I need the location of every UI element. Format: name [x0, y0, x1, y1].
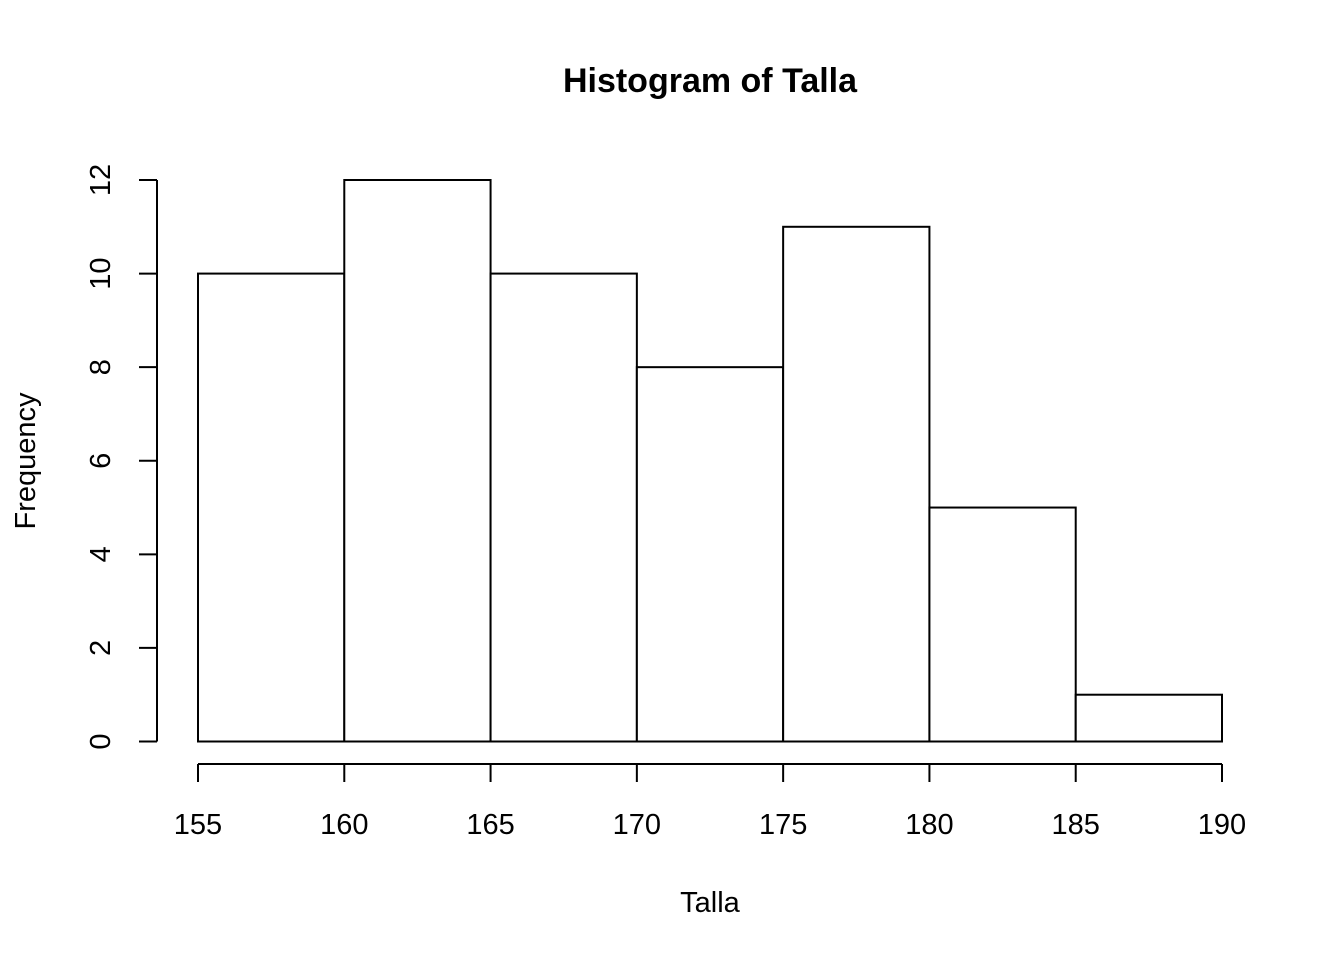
y-tick-label: 12 [85, 164, 117, 196]
bars-group [197, 179, 1223, 743]
x-tick-label: 160 [320, 809, 368, 841]
x-tick-label: 180 [905, 809, 953, 841]
y-tick-label: 8 [85, 359, 117, 375]
histogram-bar [928, 506, 1077, 743]
y-tick-label: 6 [85, 453, 117, 469]
x-axis-label: Talla [680, 887, 741, 919]
chart-title: Histogram of Talla [563, 62, 858, 100]
x-tick-label: 185 [1052, 809, 1100, 841]
y-tick-label: 4 [85, 546, 117, 562]
x-tick-label: 170 [613, 809, 661, 841]
histogram-bar [489, 272, 638, 743]
histogram-bar [635, 366, 785, 743]
y-tick-label: 0 [85, 733, 117, 749]
x-tick-label: 175 [759, 809, 807, 841]
histogram-bar [197, 272, 346, 743]
histogram-bar [343, 179, 492, 743]
y-axis: 0 2 4 6 8 10 12 [85, 164, 158, 750]
x-axis: 155 160 165 170 175 180 185 190 [174, 763, 1246, 841]
histogram-bar [782, 225, 931, 743]
y-tick-label: 2 [85, 640, 117, 656]
x-tick-label: 155 [174, 809, 222, 841]
y-axis-label: Frequency [10, 392, 42, 530]
histogram-bar [1074, 693, 1223, 743]
y-tick-label: 10 [85, 257, 117, 289]
x-tick-label: 190 [1198, 809, 1246, 841]
x-tick-label: 165 [466, 809, 514, 841]
